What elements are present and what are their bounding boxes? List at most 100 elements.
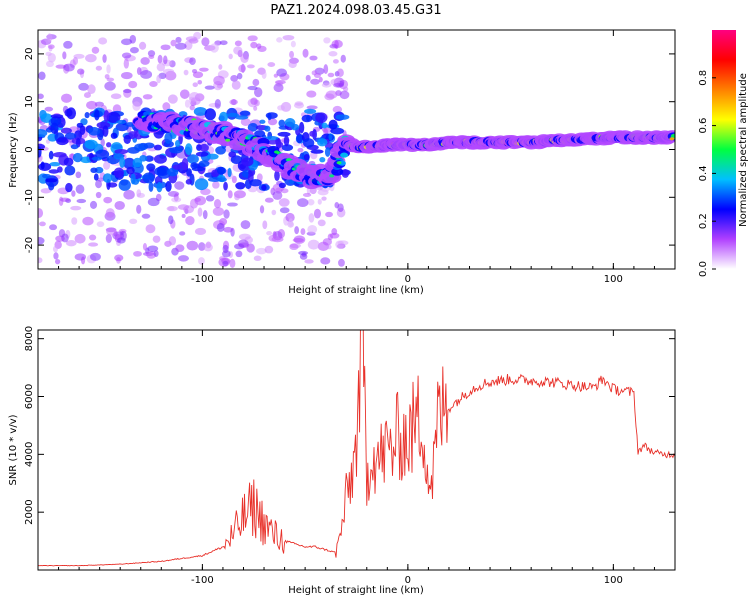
spectrogram-speckle <box>276 37 283 43</box>
spectrogram-speckle <box>129 46 139 54</box>
spectrogram-speckle <box>328 119 338 130</box>
snr-xlabel: Height of straight line (km) <box>288 585 424 596</box>
spectrogram-speckle <box>38 129 48 138</box>
spectrogram-speckle <box>153 250 159 257</box>
spectrogram-speckle <box>44 106 54 112</box>
spectrogram-speckle <box>228 151 237 158</box>
spectrogram-ridge-blob <box>225 138 231 142</box>
spectrogram-speckle <box>201 37 210 47</box>
x-tick-label: 100 <box>604 575 623 586</box>
spectrogram-ridge-blob <box>329 174 335 178</box>
spectrogram-speckle <box>78 82 89 91</box>
spectrogram-speckle <box>261 70 267 79</box>
spectrogram-speckle <box>317 241 329 252</box>
spectrogram-speckle <box>156 74 162 84</box>
spectrogram-speckle <box>141 213 151 219</box>
y-tick-label: 10 <box>24 95 35 108</box>
spectrogram-speckle <box>95 191 102 199</box>
y-tick-label: -20 <box>24 237 35 253</box>
spectrogram-speckle <box>177 255 190 262</box>
spectrogram-speckle <box>60 127 72 134</box>
spectrogram-speckle <box>171 197 182 203</box>
spectrogram-speckle <box>254 87 263 98</box>
spectrogram-speckle <box>56 137 69 146</box>
spectrogram-speckle <box>199 67 209 72</box>
spectrogram-speckle <box>172 164 182 170</box>
spectrogram-speckle <box>110 93 122 100</box>
spectrogram-speckle <box>320 257 331 265</box>
spectrogram-ylabel: Frequency (Hz) <box>8 112 19 188</box>
spectrogram-speckle <box>262 220 268 230</box>
spectrogram-speckle <box>204 85 215 90</box>
x-tick-label: -100 <box>191 575 214 586</box>
spectrogram-speckle <box>247 122 258 132</box>
spectrogram-speckle <box>114 148 129 155</box>
spectrogram-speckle <box>156 62 166 72</box>
spectrogram-speckle <box>230 155 243 165</box>
spectrogram-speckle <box>235 250 243 258</box>
spectrogram-speckle <box>331 228 338 236</box>
spectrogram-speckle <box>70 205 82 211</box>
colorbar: 0.0 0.2 0.4 0.6 0.8 Normalized spectral ampl… <box>698 30 749 277</box>
spectrogram-speckle <box>186 240 199 251</box>
spectrogram-speckle <box>332 105 343 114</box>
colorbar-tick-label: 0.8 <box>698 70 709 86</box>
spectrogram-speckle <box>105 234 112 244</box>
spectrogram-speckle <box>38 237 45 245</box>
spectrogram-speckle <box>235 115 249 120</box>
spectrogram-speckle <box>61 93 72 103</box>
spectrogram-speckle <box>240 53 249 64</box>
spectrogram-speckle <box>309 130 316 137</box>
spectrogram-speckle <box>283 135 290 147</box>
spectrogram-speckle <box>293 235 306 244</box>
spectrogram-speckle <box>181 213 186 218</box>
spectrogram-speckle <box>199 143 209 152</box>
spectrogram-speckle <box>261 184 267 191</box>
spectrogram-speckle <box>98 37 108 45</box>
spectrogram-speckle <box>227 167 232 178</box>
spectrogram-speckle <box>264 245 274 254</box>
spectrogram-speckle <box>123 89 132 94</box>
spectrogram-speckle <box>185 36 198 42</box>
spectrogram-speckle <box>219 111 228 123</box>
spectrogram-speckle <box>298 121 305 134</box>
spectrogram-speckle <box>184 40 193 51</box>
spectrogram-speckle <box>272 190 283 200</box>
spectrogram-speckle <box>48 169 60 174</box>
spectrogram-speckle <box>64 132 77 140</box>
spectrogram-speckle <box>212 207 224 216</box>
spectrogram-speckle <box>71 217 78 225</box>
spectrogram-speckle <box>198 160 210 167</box>
spectrogram-speckle <box>156 181 163 193</box>
spectrogram-speckle <box>306 90 317 98</box>
spectrogram-speckle <box>65 182 73 193</box>
spectrogram-speckle <box>48 182 55 191</box>
spectrogram-speckle <box>85 54 97 63</box>
y-tick-label: -10 <box>24 189 35 205</box>
snr-series-line <box>38 330 675 567</box>
spectrogram-speckle <box>342 86 349 92</box>
spectrogram-speckle <box>80 156 93 164</box>
spectrogram-speckle <box>273 83 284 93</box>
spectrogram-speckle <box>170 39 177 47</box>
spectrogram-speckle <box>65 240 77 247</box>
spectrogram-speckle <box>278 198 290 207</box>
spectrogram-ridge-blob <box>336 161 342 165</box>
spectrogram-speckle <box>221 250 231 258</box>
spectrogram-speckle <box>252 78 260 87</box>
spectrogram-speckle <box>205 195 215 202</box>
spectrogram-speckle <box>63 63 75 72</box>
colorbar-tick-label: 0.6 <box>698 118 709 134</box>
spectrogram-speckle <box>334 201 340 209</box>
spectrogram-speckle <box>219 40 228 46</box>
spectrogram-speckle <box>106 227 117 236</box>
spectrogram-speckle <box>63 157 74 167</box>
colorbar-label: Normalized spectral amplitude <box>738 73 749 227</box>
spectrogram-speckle <box>129 218 138 224</box>
snr-frame <box>37 329 676 571</box>
spectrogram-speckle <box>302 192 312 197</box>
spectrogram-speckle <box>246 64 255 69</box>
spectrogram-speckle <box>276 141 284 148</box>
spectrogram-speckle <box>228 53 233 60</box>
spectrogram-speckle <box>93 173 99 181</box>
